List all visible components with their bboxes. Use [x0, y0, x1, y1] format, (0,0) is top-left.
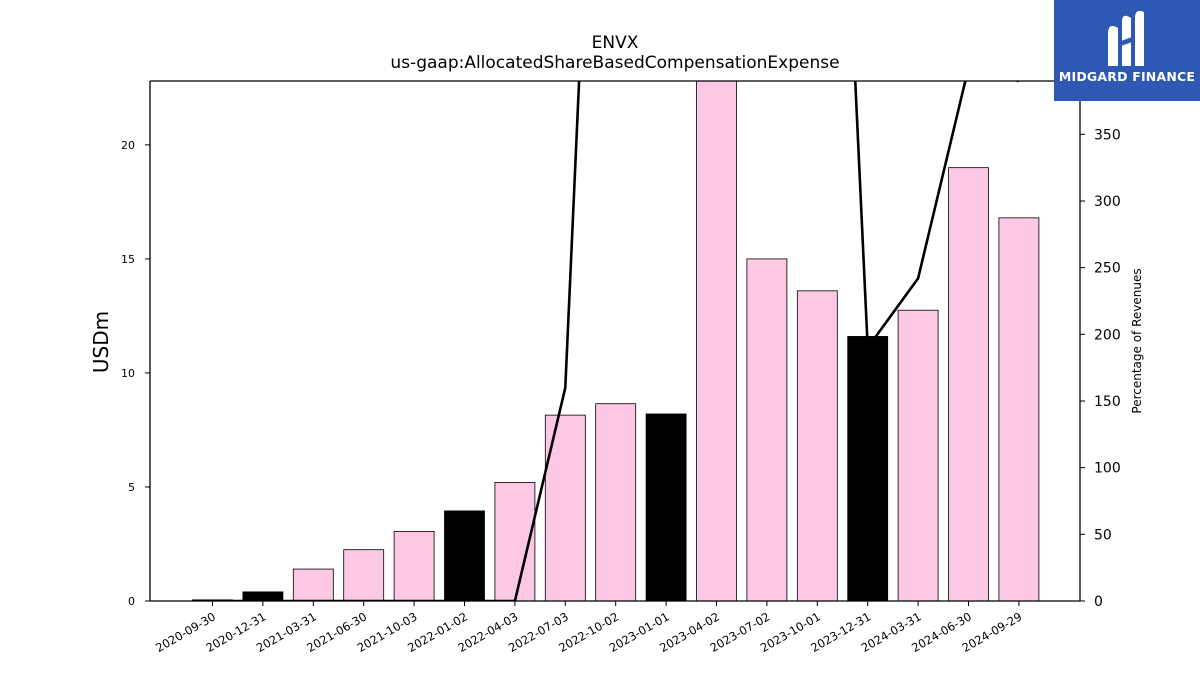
- bar: [393, 531, 435, 601]
- bar: [292, 568, 334, 601]
- bar: [242, 591, 284, 601]
- y-right-tick-label: 250: [1094, 261, 1121, 277]
- y-right-tick-label: 100: [1094, 461, 1121, 477]
- bar: [847, 336, 889, 601]
- y-right-tick-label: 0: [1094, 594, 1103, 610]
- y-tick-label: 10: [121, 367, 135, 380]
- y-tick-label: 5: [128, 481, 135, 494]
- bar: [796, 290, 838, 601]
- bar: [343, 549, 385, 601]
- midgard-logo-icon: [1108, 10, 1144, 66]
- chart-subtitle: us-gaap:AllocatedShareBasedCompensationE…: [390, 53, 839, 73]
- y-tick-label: 20: [121, 139, 135, 152]
- revenue-percentage-line: [212, 81, 1019, 601]
- chart-title: ENVX: [592, 33, 639, 53]
- y-right-tick-label: 350: [1094, 127, 1121, 143]
- midgard-finance-logo: MIDGARD FINANCE: [1054, 0, 1200, 101]
- bar: [998, 217, 1040, 601]
- bar: [897, 309, 939, 601]
- plot-area: [192, 81, 1040, 601]
- y-right-axis-label: Percentage of Revenues: [1130, 268, 1144, 413]
- bar: [746, 258, 788, 601]
- y-right-tick-label: 50: [1094, 527, 1112, 543]
- bar: [948, 167, 989, 601]
- y-right-tick-label: 150: [1094, 394, 1121, 410]
- y-tick-label: 15: [121, 253, 135, 266]
- y-axis-label: USDm: [89, 311, 113, 373]
- y-right-tick-label: 300: [1094, 194, 1121, 210]
- logo-text: MIDGARD FINANCE: [1058, 69, 1196, 84]
- bar: [595, 403, 637, 601]
- bar: [444, 510, 485, 601]
- bar: [696, 81, 737, 601]
- bar: [645, 413, 687, 601]
- y-right-tick-label: 200: [1094, 327, 1121, 343]
- y-tick-label: 0: [128, 595, 135, 608]
